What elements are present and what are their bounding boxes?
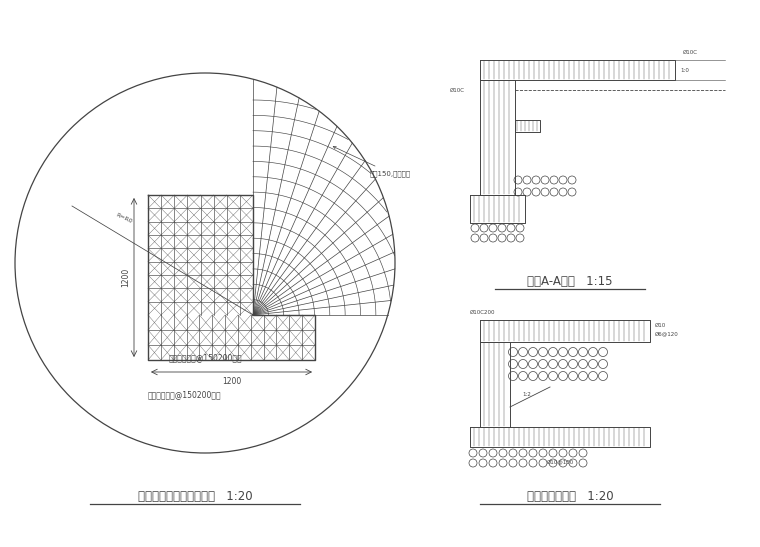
- Text: R=R0: R=R0: [115, 213, 132, 224]
- Text: 1200: 1200: [222, 377, 241, 386]
- Text: Ø10C: Ø10C: [683, 50, 698, 55]
- Text: Ø10: Ø10: [655, 323, 667, 328]
- Text: 注：底层钢筋@150200网格: 注：底层钢筋@150200网格: [148, 390, 222, 399]
- Text: 水池A-A剖面   1:15: 水池A-A剖面 1:15: [527, 275, 613, 288]
- Text: Ø6@120: Ø6@120: [655, 331, 679, 336]
- Text: 注：底层钢筋@150200网格: 注：底层钢筋@150200网格: [168, 353, 242, 362]
- Text: 水池底板上层配筋平面图   1:20: 水池底板上层配筋平面图 1:20: [138, 490, 252, 503]
- Text: 1:0: 1:0: [680, 67, 689, 73]
- Text: 泵坑配筋剖面图   1:20: 泵坑配筋剖面图 1:20: [527, 490, 613, 503]
- Text: 钢筋150,双向双层: 钢筋150,双向双层: [333, 147, 411, 177]
- Text: Ø10@150: Ø10@150: [546, 459, 574, 464]
- Text: 1:2: 1:2: [522, 392, 531, 397]
- Text: Ø10C200: Ø10C200: [470, 310, 496, 315]
- Text: Ø10C: Ø10C: [450, 88, 465, 92]
- Text: 1200: 1200: [121, 268, 130, 287]
